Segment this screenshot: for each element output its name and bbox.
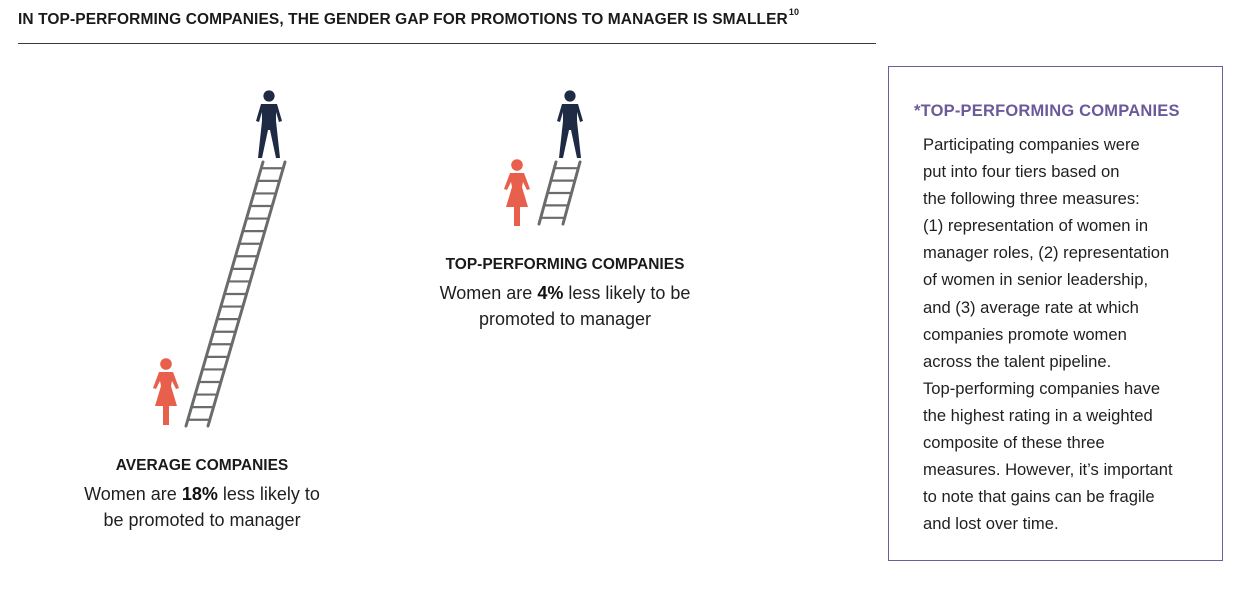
chart-title-text: IN TOP-PERFORMING COMPANIES, THE GENDER … bbox=[18, 11, 788, 29]
average-ladder-icon bbox=[184, 160, 287, 428]
top-text-pre: Women are bbox=[439, 283, 538, 303]
chart-title: IN TOP-PERFORMING COMPANIES, THE GENDER … bbox=[18, 7, 800, 29]
title-footnote: 10 bbox=[788, 7, 800, 17]
sidebar-line: manager roles, (2) representation bbox=[923, 243, 1170, 263]
sidebar-line: and lost over time. bbox=[923, 514, 1059, 534]
sidebar-line: Top-performing companies have bbox=[923, 378, 1161, 398]
title-divider bbox=[18, 43, 876, 44]
top-heading: TOP-PERFORMING COMPANIES bbox=[445, 256, 685, 273]
average-description: Women are 18% less likely to be promoted… bbox=[52, 481, 352, 533]
sidebar-line: of women in senior leadership, bbox=[923, 270, 1149, 290]
average-man-icon bbox=[256, 90, 282, 158]
average-text-pre: Women are bbox=[84, 484, 182, 504]
sidebar-line: across the talent pipeline. bbox=[923, 351, 1112, 371]
sidebar-title: *TOP-PERFORMING COMPANIES bbox=[914, 102, 1180, 120]
sidebar-line: put into four tiers based on bbox=[923, 162, 1120, 182]
sidebar-line: measures. However, it’s important bbox=[923, 460, 1173, 480]
top-percent: 4% bbox=[537, 283, 564, 303]
sidebar-line: composite of these three bbox=[923, 433, 1105, 453]
sidebar-line: (1) representation of women in bbox=[923, 216, 1149, 236]
top-description: Women are 4% less likely to be promoted … bbox=[405, 280, 725, 332]
top-woman-icon bbox=[504, 159, 530, 226]
top-performing-label: TOP-PERFORMING COMPANIES Women are 4% le… bbox=[405, 256, 725, 332]
average-text-post: less likely to bbox=[217, 484, 320, 504]
sidebar-line: to note that gains can be fragile bbox=[923, 487, 1155, 507]
average-woman-icon bbox=[153, 358, 179, 425]
average-text-line2: be promoted to manager bbox=[103, 510, 301, 530]
sidebar-line: Participating companies were bbox=[923, 135, 1140, 154]
sidebar-line: the highest rating in a weighted bbox=[923, 405, 1153, 425]
ladder-graphic bbox=[153, 90, 583, 428]
average-heading: AVERAGE COMPANIES bbox=[115, 457, 289, 474]
top-text-post: less likely to be bbox=[563, 283, 691, 303]
top-ladder-icon bbox=[537, 160, 582, 226]
average-percent: 18% bbox=[181, 484, 218, 504]
definition-sidebar: *TOP-PERFORMING COMPANIES Participating … bbox=[888, 66, 1223, 561]
sidebar-line: the following three measures: bbox=[923, 189, 1140, 209]
top-text-line2: promoted to manager bbox=[478, 309, 652, 329]
sidebar-line: companies promote women bbox=[923, 324, 1127, 344]
average-companies-label: AVERAGE COMPANIES Women are 18% less lik… bbox=[52, 457, 352, 533]
top-man-icon bbox=[557, 90, 583, 158]
sidebar-body: Participating companies were put into fo… bbox=[923, 131, 1213, 537]
sidebar-line: and (3) average rate at which bbox=[923, 297, 1139, 317]
